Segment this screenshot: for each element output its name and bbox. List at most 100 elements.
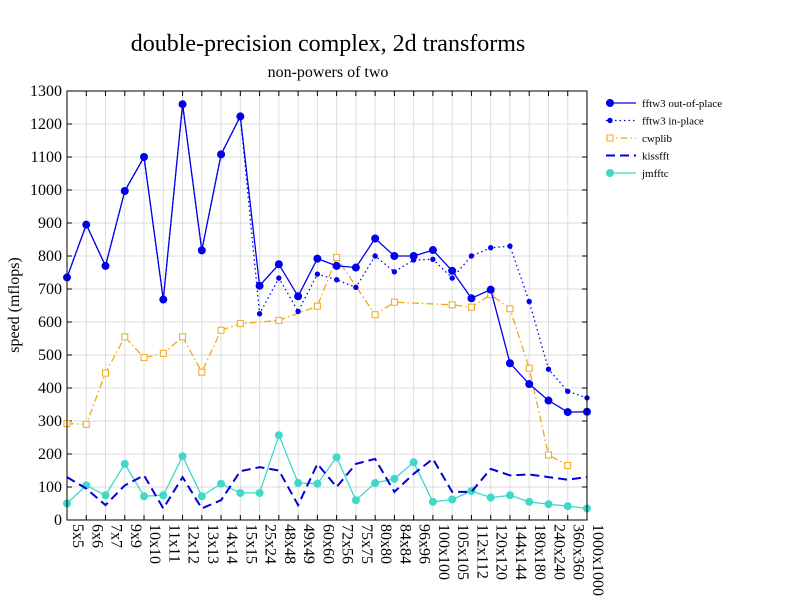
data-point	[276, 275, 282, 281]
data-point	[332, 261, 341, 270]
data-point	[371, 311, 379, 319]
data-point	[102, 369, 110, 377]
data-point	[467, 303, 475, 311]
x-tick-label: 360x360	[570, 524, 587, 580]
legend: fftw3 out-of-place fftw3 in-place cwplib ki…	[606, 98, 722, 180]
data-point	[255, 488, 264, 497]
x-tick-label: 144x144	[512, 524, 529, 580]
data-point	[525, 497, 534, 506]
axis-ticks: 5x5 6x6 7x7 9x9 10x10 11x11 12x12 13x13 14x14 15x…	[30, 83, 606, 596]
data-point	[274, 260, 283, 269]
data-point	[391, 269, 398, 275]
data-point	[371, 234, 380, 243]
data-point	[486, 493, 495, 502]
data-point	[294, 479, 303, 488]
data-point	[294, 292, 303, 301]
x-tick-label: 1000x1000	[589, 524, 606, 596]
data-point	[217, 150, 226, 159]
y-tick-label: 1100	[31, 149, 62, 166]
y-axis-label: speed (mflops)	[6, 257, 23, 353]
data-point	[488, 245, 494, 251]
data-point	[197, 492, 206, 501]
data-point	[274, 431, 283, 440]
data-point	[486, 285, 495, 294]
data-point	[544, 500, 553, 509]
data-point	[390, 252, 399, 260]
x-tick-label: 120x120	[493, 524, 510, 580]
data-point	[82, 420, 90, 428]
data-point	[351, 496, 360, 505]
y-tick-label: 1000	[30, 182, 62, 199]
x-tick-label: 25x24	[262, 524, 279, 564]
data-point	[313, 254, 322, 263]
legend-swatch-marker	[606, 169, 614, 177]
data-point	[314, 271, 321, 277]
data-point	[140, 153, 149, 161]
data-point	[236, 112, 245, 121]
data-point	[448, 266, 457, 275]
x-tick-label: 49x49	[300, 524, 317, 564]
data-point	[526, 298, 532, 305]
plot-frame	[66, 90, 588, 521]
data-point	[390, 474, 399, 483]
data-point	[564, 462, 572, 470]
data-point	[313, 479, 322, 488]
y-tick-label: 200	[38, 446, 62, 463]
y-tick-label: 700	[38, 281, 62, 298]
x-tick-label: 96x96	[416, 524, 433, 564]
y-tick-label: 900	[38, 215, 62, 232]
data-point	[505, 491, 514, 500]
x-tick-label: 12x12	[185, 524, 202, 564]
x-tick-label: 240x240	[550, 524, 567, 580]
data-point	[120, 459, 129, 468]
data-point	[178, 100, 187, 109]
legend-entry-fftw3-out-of-place: fftw3 out-of-place	[606, 98, 722, 110]
data-point	[428, 497, 437, 506]
y-tick-label: 1200	[30, 116, 62, 133]
legend-entry-kissfft: kissfft	[606, 151, 669, 163]
series-group	[63, 100, 591, 513]
legend-swatch-marker	[607, 117, 613, 124]
x-tick-label: 100x100	[435, 524, 452, 580]
legend-label: fftw3 in-place	[642, 116, 704, 128]
data-point	[140, 492, 149, 501]
legend-label: fftw3 out-of-place	[642, 98, 722, 110]
x-tick-label: 15x15	[242, 524, 259, 564]
legend-label: cwplib	[642, 133, 672, 145]
data-point	[506, 305, 514, 313]
data-point	[198, 368, 206, 376]
x-tick-label: 72x56	[339, 524, 356, 564]
x-tick-label: 11x11	[165, 524, 182, 563]
data-point	[197, 246, 206, 255]
legend-label: kissfft	[642, 151, 669, 163]
series-fftw3-out-of-place	[63, 100, 591, 417]
data-point	[256, 311, 263, 317]
series-line	[66, 433, 588, 510]
y-tick-label: 100	[38, 479, 62, 496]
data-point	[565, 388, 571, 394]
data-point	[120, 186, 129, 195]
x-tick-label: 7x7	[108, 524, 125, 548]
data-point	[372, 253, 378, 259]
data-point	[295, 308, 301, 315]
data-point	[449, 275, 455, 281]
x-tick-label: 6x6	[88, 524, 105, 548]
data-point	[448, 495, 457, 504]
x-tick-label: 84x84	[396, 524, 413, 564]
data-point	[544, 451, 552, 459]
x-tick-label: 14x14	[223, 524, 240, 564]
data-point	[448, 301, 456, 309]
data-point	[236, 320, 244, 328]
y-tick-label: 800	[38, 248, 62, 265]
series-jmfftc	[63, 431, 591, 513]
data-point	[505, 359, 514, 368]
data-point	[390, 298, 398, 306]
y-tick-label: 500	[38, 347, 62, 364]
data-point	[371, 479, 380, 488]
data-point	[236, 488, 245, 497]
data-point	[140, 354, 148, 362]
legend-label: jmfftc	[641, 168, 669, 180]
data-point	[563, 408, 572, 417]
y-tick-label: 600	[38, 314, 62, 331]
